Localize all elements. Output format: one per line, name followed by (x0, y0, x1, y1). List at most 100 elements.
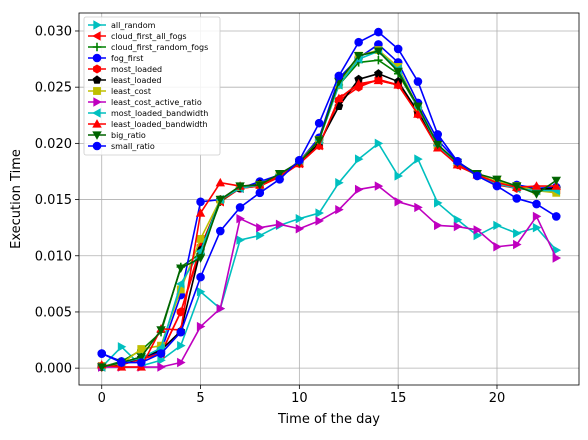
legend-marker (93, 97, 102, 107)
y-axis-label: Execution Time (9, 149, 24, 249)
legend-item-cloud-first-all-fogs: cloud_first_all_fogs (88, 31, 187, 41)
data-point-small-ratio (136, 358, 146, 367)
x-tick-label: 10 (291, 391, 308, 406)
data-point-least-cost-active-ratio (453, 221, 463, 232)
data-point-least-loaded-bandwidth (413, 109, 423, 118)
data-point-least-cost-active-ratio (256, 222, 265, 233)
data-point-least-loaded-bandwidth (531, 181, 542, 190)
legend-marker (93, 20, 102, 30)
legend-item-least-cost: least_cost (88, 87, 151, 96)
legend-marker (93, 87, 101, 95)
data-point-all-random (256, 230, 265, 241)
data-point-all-random (196, 287, 206, 297)
data-point-fog-first (196, 197, 205, 207)
data-point-big-ratio (255, 181, 265, 190)
y-tick-label: 0.025 (35, 81, 72, 96)
legend-label: cloud_first_random_fogs (111, 43, 208, 52)
legend-marker (92, 53, 102, 63)
x-axis-label: Time of the day (277, 412, 380, 427)
data-point-big-ratio (215, 195, 226, 205)
data-point-small-ratio (334, 71, 344, 81)
data-point-small-ratio (413, 77, 423, 86)
data-point-big-ratio (393, 67, 403, 77)
data-point-all-random (177, 340, 186, 351)
legend-marker (92, 42, 102, 52)
data-point-big-ratio (413, 102, 423, 112)
data-point-least-cost-active-ratio (532, 211, 542, 222)
data-point-least-loaded-bandwidth (195, 208, 206, 217)
data-point-least-loaded-bandwidth (373, 75, 384, 85)
y-tick-label: 0.030 (35, 24, 72, 39)
data-point-big-ratio (531, 190, 542, 199)
data-point-least-cost-active-ratio (157, 362, 166, 372)
data-point-small-ratio (532, 199, 541, 209)
data-point-small-ratio (433, 130, 442, 139)
data-point-least-cost-active-ratio (513, 239, 522, 250)
data-point-big-ratio (176, 264, 186, 273)
data-point-small-ratio (156, 349, 166, 358)
data-point-small-ratio (512, 194, 522, 203)
legend-item-small-ratio: small_ratio (88, 141, 155, 151)
data-point-small-ratio (255, 188, 265, 198)
series-least-cost-active-ratio (98, 181, 562, 372)
legend-label: least_loaded_bandwidth (111, 120, 208, 129)
data-point-big-ratio (432, 140, 443, 150)
data-point-all-random (513, 228, 522, 238)
data-point-all-random (532, 222, 542, 233)
legend-marker (92, 75, 102, 84)
data-point-least-loaded-bandwidth (551, 181, 561, 190)
data-point-least-cost-active-ratio (315, 216, 324, 226)
data-point-least-cost-active-ratio (473, 225, 483, 235)
data-point-big-ratio (195, 254, 206, 263)
data-point-all-random (414, 154, 423, 164)
data-point-small-ratio (314, 118, 324, 128)
data-point-small-ratio (492, 181, 502, 191)
legend-label: fog_first (111, 54, 143, 63)
y-tick-label: 0.010 (35, 249, 72, 264)
legend-label: cloud_first_all_fogs (111, 32, 187, 41)
data-point-least-cost-active-ratio (275, 219, 285, 229)
data-point-least-cost-active-ratio (216, 303, 226, 314)
data-point-least-cost (137, 345, 146, 353)
data-point-least-cost-active-ratio (177, 357, 186, 368)
data-point-small-ratio (374, 27, 383, 37)
legend: all_random cloud_first_all_fogs cloud_firs… (83, 16, 221, 156)
data-point-small-ratio (235, 203, 245, 212)
data-point-all-random (473, 230, 483, 241)
y-tick-label: 0.000 (35, 362, 72, 377)
legend-item-least-loaded-bandwidth: least_loaded_bandwidth (88, 119, 208, 129)
data-point-small-ratio (117, 358, 126, 367)
y-tick-label: 0.015 (35, 193, 72, 208)
data-point-all-random (394, 171, 403, 181)
data-point-least-cost-active-ratio (236, 213, 245, 224)
legend-label: least_cost (111, 87, 151, 96)
data-point-big-ratio (235, 182, 245, 191)
data-point-least-cost-active-ratio (196, 321, 206, 332)
data-point-least-cost-active-ratio (434, 220, 443, 231)
data-point-big-ratio (353, 52, 364, 61)
data-point-big-ratio (97, 363, 107, 372)
x-tick-label: 0 (98, 391, 106, 406)
y-tick-label: 0.005 (35, 305, 72, 320)
data-point-least-cost-active-ratio (493, 242, 502, 252)
plot-area-frame (78, 12, 580, 386)
data-point-all-random (335, 177, 344, 188)
data-point-small-ratio (275, 175, 284, 184)
legend-item-all-random: all_random (88, 20, 156, 30)
legend-label: big_ratio (111, 131, 146, 140)
data-point-small-ratio (176, 327, 186, 337)
legend-label: most_loaded (111, 65, 162, 74)
data-point-small-ratio (551, 212, 561, 221)
data-point-big-ratio (156, 326, 166, 335)
data-point-small-ratio (295, 155, 304, 165)
data-point-least-loaded-bandwidth (314, 140, 324, 150)
data-point-big-ratio (373, 47, 384, 57)
data-point-all-random (374, 138, 384, 149)
legend-marker (93, 64, 101, 74)
legend-label: most_loaded_bandwidth (111, 109, 208, 118)
data-point-big-ratio (512, 182, 522, 191)
data-point-least-loaded-bandwidth (215, 177, 226, 187)
data-point-small-ratio (354, 37, 363, 47)
data-point-small-ratio (216, 226, 225, 236)
